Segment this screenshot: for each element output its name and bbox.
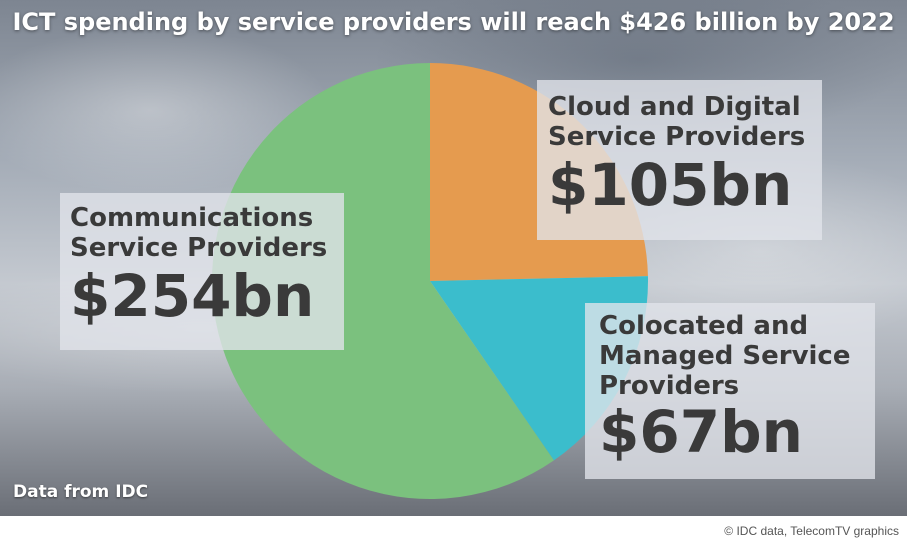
callout-cloud-name-line2: Service Providers (548, 122, 806, 152)
chart-panel: ICT spending by service providers will r… (0, 0, 907, 516)
source-note: Data from IDC (13, 482, 149, 502)
slice-communications-service-providers (211, 63, 554, 500)
callout-cloud-name-line1: Cloud and Digital (548, 92, 801, 122)
callout-csp-name-line2: Service Providers (70, 233, 328, 263)
callout-coloc-value: $67bn (599, 398, 803, 466)
callout-coloc-name-line2: Managed Service (599, 341, 851, 371)
callout-coloc-name-line3: Providers (599, 371, 740, 401)
callout-cloud-digital-service-providers: Cloud and Digital Service Providers $105… (537, 80, 822, 240)
image-credit: © IDC data, TelecomTV graphics (724, 524, 899, 538)
callout-coloc-name-line1: Colocated and (599, 311, 809, 341)
chart-title: ICT spending by service providers will r… (12, 8, 895, 36)
callout-cloud-value: $105bn (548, 151, 793, 219)
callout-colocated-managed-service-providers: Colocated and Managed Service Providers … (585, 303, 875, 479)
callout-communications-service-providers: Communications Service Providers $254bn (60, 193, 344, 350)
callout-csp-name-line1: Communications (70, 203, 314, 233)
callout-csp-value: $254bn (70, 262, 315, 330)
